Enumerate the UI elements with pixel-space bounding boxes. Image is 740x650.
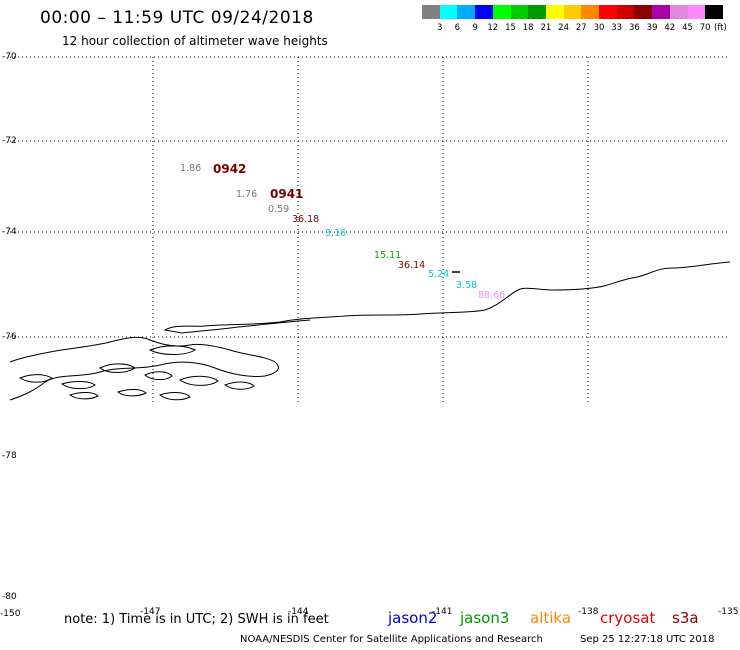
colorbar-tick-label: 39 xyxy=(646,23,658,33)
island xyxy=(60,381,96,390)
colorbar-tick-label: 27 xyxy=(575,23,587,33)
colorbar-tick-label: 30 xyxy=(593,23,605,33)
colorbar-tick-label: 24 xyxy=(558,23,569,33)
lon-label: -150 xyxy=(0,609,21,619)
colorbar-tick-label: 45 xyxy=(682,23,693,33)
colorbar-tick-label: 42 xyxy=(664,23,676,33)
colorbar-swatch xyxy=(422,5,441,19)
colorbar-tick-label: 70 xyxy=(699,23,711,33)
island xyxy=(223,381,255,390)
lat-label: -78 xyxy=(2,451,17,461)
lon-label: -135 xyxy=(718,607,739,617)
footer-credit: NOAA/NESDIS Center for Satellite Applica… xyxy=(240,634,543,645)
satellite-legend-item: jason2 xyxy=(388,609,438,627)
page-title: 00:00 – 11:59 UTC 09/24/2018 xyxy=(40,8,314,28)
colorbar-tick-label: 3 xyxy=(436,23,443,33)
lat-label: -72 xyxy=(2,136,17,146)
page-subtitle: 12 hour collection of altimeter wave hei… xyxy=(62,34,328,48)
colorbar-swatch xyxy=(705,5,724,19)
colorbar-swatch xyxy=(563,5,582,19)
colorbar-swatch xyxy=(616,5,635,19)
colorbar-swatch xyxy=(439,5,458,19)
colorbar-unit: (ft) xyxy=(714,23,727,33)
wave-height-label: 1.76 xyxy=(236,189,258,200)
wave-height-label: 3.16 xyxy=(325,228,347,239)
colorbar-tick-label: 33 xyxy=(611,23,623,33)
wave-height-label: 0.59 xyxy=(268,204,290,215)
colorbar-swatch xyxy=(528,5,547,19)
colorbar-swatch xyxy=(634,5,653,19)
island xyxy=(158,392,191,401)
satellite-legend-item: jason3 xyxy=(460,609,510,627)
island xyxy=(68,392,99,400)
coast-west xyxy=(9,336,279,401)
colorbar-swatch xyxy=(545,5,565,19)
island xyxy=(116,389,147,397)
colorbar-tick-label: 12 xyxy=(487,23,499,33)
wave-height-label: 15.11 xyxy=(374,250,402,261)
colorbar-swatch xyxy=(687,5,706,19)
footer-timestamp: Sep 25 12:27:18 UTC 2018 xyxy=(580,634,715,645)
colorbar-tick-label: 21 xyxy=(540,23,552,33)
colorbar-swatch xyxy=(510,5,529,19)
colorbar-tick-label: 18 xyxy=(522,23,534,33)
lat-label: -74 xyxy=(2,227,17,237)
graticule xyxy=(10,56,730,405)
wave-height-label: 5.24 xyxy=(428,269,450,280)
pass-time-label: 0942 xyxy=(213,162,247,176)
colorbar-swatch xyxy=(581,5,600,19)
colorbar-swatch xyxy=(457,5,476,19)
island xyxy=(144,371,173,381)
island xyxy=(148,345,197,355)
satellite-legend-item: altika xyxy=(530,609,572,627)
wave-height-label: 1.86 xyxy=(180,163,202,174)
island xyxy=(178,375,219,386)
island xyxy=(18,374,53,383)
lat-label: -70 xyxy=(2,52,17,62)
island xyxy=(99,363,136,373)
wave-height-label: 3.58 xyxy=(456,280,478,291)
satellite-legend-item: cryosat xyxy=(600,609,656,627)
colorbar-swatch xyxy=(652,5,671,19)
lon-label: -144 xyxy=(288,607,309,617)
colorbar-tick-label: 15 xyxy=(505,23,516,33)
colorbar-swatch xyxy=(492,5,511,19)
lon-label: -138 xyxy=(578,607,599,617)
wave-height-label: 36.18 xyxy=(292,214,320,225)
colorbar-swatch xyxy=(669,5,688,19)
satellite-legend-item: s3a xyxy=(672,609,699,627)
lat-label: -80 xyxy=(2,592,17,602)
lon-label: -147 xyxy=(140,607,161,617)
colorbar-swatch xyxy=(475,5,494,19)
pass-time-label: 0941 xyxy=(270,187,304,201)
lat-label: -76 xyxy=(2,332,17,342)
colorbar-swatch xyxy=(599,5,618,19)
colorbar-tick-label: 9 xyxy=(472,23,478,33)
wave-height-label: 88.66 xyxy=(478,290,506,301)
footer-note: note: 1) Time is in UTC; 2) SWH is in fe… xyxy=(64,612,329,627)
lon-label: -141 xyxy=(432,607,453,617)
colorbar-tick-label: 36 xyxy=(628,23,640,33)
wave-height-label: 36.14 xyxy=(398,260,426,271)
coastline xyxy=(9,261,731,401)
ice-shelf-edge xyxy=(163,261,731,334)
colorbar-tick-label: 6 xyxy=(454,23,461,33)
